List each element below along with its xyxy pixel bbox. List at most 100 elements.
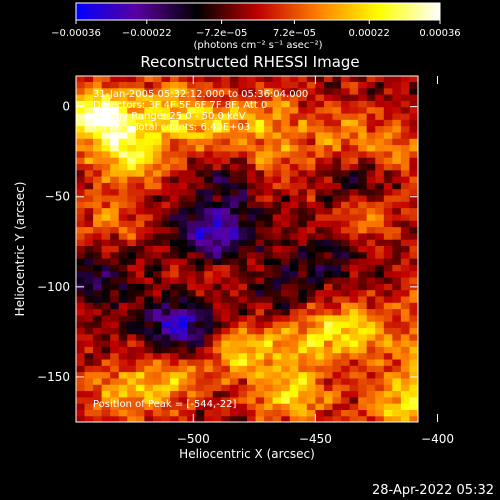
heatmap-cell [400,106,411,114]
heatmap-cell [195,289,205,297]
annotation-total-counts: Clean Total counts: 6.40E+03 [93,122,250,133]
heatmap-cell [127,327,137,335]
heatmap-cell [400,377,411,385]
heatmap-cell [341,144,351,152]
heatmap-cell [392,125,402,133]
heatmap-cell [375,112,385,120]
heatmap-cell [212,365,222,373]
heatmap-cell [247,333,257,341]
heatmap-cell [264,276,274,284]
heatmap-cell [289,258,299,265]
heatmap-cell [306,327,316,335]
heatmap-cell [272,340,282,347]
heatmap-cell [306,188,316,196]
heatmap-cell [400,384,411,392]
heatmap-cell [315,87,325,95]
heatmap-cell [375,340,385,347]
heatmap-cell [135,106,145,114]
heatmap-cell [375,302,385,310]
heatmap-cell [152,125,163,133]
heatmap-cell [341,409,351,417]
heatmap-cell [212,251,222,259]
heatmap-cell [187,302,197,310]
heatmap-cell [392,314,402,322]
heatmap-cell [264,314,274,322]
heatmap-cell [221,81,231,89]
heatmap-cell [298,346,308,354]
heatmap-cell [93,352,103,360]
heatmap-cell [195,150,205,158]
heatmap-cell [392,276,402,284]
heatmap-cell [281,295,291,303]
heatmap-cell [358,333,368,341]
heatmap-cell [315,81,325,89]
heatmap-cell [110,415,120,422]
heatmap-cell [400,289,411,297]
heatmap-cell [76,94,86,101]
heatmap-cell [76,327,86,335]
heatmap-cell [400,150,411,158]
heatmap-cell [195,346,205,354]
heatmap-cell [221,365,231,373]
heatmap-cell [221,371,231,379]
heatmap-cell [238,415,248,422]
heatmap-cell [323,131,334,139]
heatmap-cell [272,182,282,190]
heatmap-cell [229,333,240,341]
heatmap-cell [383,163,393,171]
heatmap-cell [101,258,111,265]
heatmap-cell [366,144,376,152]
heatmap-cell [358,182,368,190]
heatmap-cell [409,169,418,177]
heatmap-cell [195,384,205,392]
heatmap-cell [195,94,205,101]
heatmap-cell [127,138,137,146]
heatmap-cell [247,396,257,404]
heatmap-cell [204,81,214,89]
heatmap-cell [135,403,145,410]
heatmap-cell [101,415,111,422]
heatmap-cell [341,213,351,221]
heatmap-cell [212,100,222,108]
heatmap-cell [127,76,137,83]
heatmap-cell [383,144,393,152]
heatmap-cell [392,245,402,253]
peak-position-label: Position of Peak = [-544,-22] [93,399,237,410]
heatmap-cell [229,239,240,246]
heatmap-cell [178,258,188,265]
heatmap-cell [289,302,299,310]
heatmap-cell [178,150,188,158]
heatmap-cell [255,201,265,209]
heatmap-cell [255,239,265,246]
heatmap-cell [383,251,393,259]
heatmap-cell [358,302,368,310]
heatmap-cell [289,314,299,322]
heatmap-cell [221,138,231,146]
heatmap-cell [101,201,111,209]
heatmap-cell [144,182,154,190]
heatmap-cell [255,371,265,379]
heatmap-cell [247,213,257,221]
heatmap-cell [392,365,402,373]
chart-title: Reconstructed RHESSI Image [140,53,359,71]
heatmap-cell [135,371,145,379]
heatmap-cell [392,194,402,202]
heatmap-cell [366,409,376,417]
heatmap-cell [289,207,299,215]
heatmap-cell [144,321,154,328]
heatmap-cell [84,144,94,152]
heatmap-cell [152,390,163,398]
heatmap-cell [349,327,359,335]
heatmap-cell [144,87,154,95]
heatmap-cell [289,138,299,146]
heatmap-cell [76,220,86,228]
heatmap-cell [298,333,308,341]
heatmap-cell [161,176,171,183]
heatmap-cell [409,194,418,202]
heatmap-cell [127,106,137,114]
heatmap-cell [127,94,137,101]
heatmap-cell [127,295,137,303]
heatmap-cell [400,232,411,240]
heatmap-cell [238,377,248,385]
